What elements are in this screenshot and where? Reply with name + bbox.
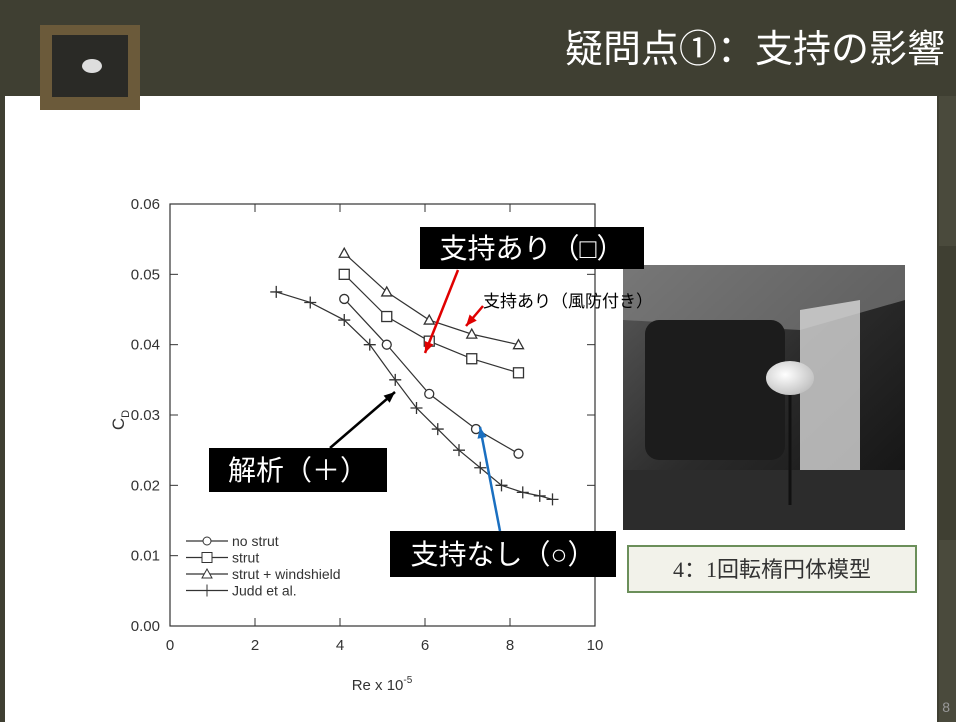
legend-label: strut bbox=[232, 550, 259, 566]
page-number: 8 bbox=[942, 699, 950, 715]
annotation: 支持あり（□） bbox=[440, 233, 625, 265]
thumbnail-model bbox=[82, 59, 102, 73]
annotation: 支持あり（風防付き） bbox=[483, 292, 653, 311]
marker bbox=[382, 340, 391, 349]
x-tick-label: 8 bbox=[506, 637, 514, 654]
slide: 疑問点①：支持の影響 8 4：1回転楕円体模型 0.00 0.01 0.02 0.03… bbox=[0, 0, 956, 722]
photo-wall bbox=[800, 300, 860, 490]
annotation: 解析（＋） bbox=[228, 455, 368, 487]
x-tick-label: 10 bbox=[587, 637, 604, 654]
caption: 4：1回転楕円体模型 bbox=[673, 557, 871, 582]
marker bbox=[467, 354, 477, 364]
y-tick-label: 0.03 bbox=[131, 407, 160, 424]
photo-floor bbox=[623, 470, 905, 530]
marker bbox=[382, 312, 392, 322]
side-bar bbox=[939, 540, 956, 722]
marker bbox=[514, 449, 523, 458]
x-tick-label: 4 bbox=[336, 637, 344, 654]
x-tick-label: 2 bbox=[251, 637, 259, 654]
y-tick-label: 0.06 bbox=[131, 196, 160, 213]
x-tick-label: 0 bbox=[166, 637, 174, 654]
y-tick-label: 0.05 bbox=[131, 266, 160, 283]
x-axis-label-text: Re x 10 bbox=[352, 677, 404, 694]
x-tick-label: 6 bbox=[421, 637, 429, 654]
legend-label: no strut bbox=[232, 533, 279, 549]
y-tick-label: 0.01 bbox=[131, 548, 160, 565]
y-axis-label-text: C bbox=[109, 418, 128, 430]
side-bar bbox=[939, 96, 956, 246]
y-tick-label: 0.04 bbox=[131, 337, 160, 354]
page: 疑問点①：支持の影響 8 4：1回転楕円体模型 0.00 0.01 0.02 0.03… bbox=[0, 0, 956, 722]
x-axis-label-exponent: -5 bbox=[403, 675, 412, 686]
y-tick-label: 0.02 bbox=[131, 477, 160, 494]
marker bbox=[425, 389, 434, 398]
slide-title: 疑問点①：支持の影響 bbox=[565, 29, 945, 71]
marker bbox=[339, 269, 349, 279]
legend-label: Judd et al. bbox=[232, 583, 297, 599]
legend-label: strut + windshield bbox=[232, 566, 341, 582]
y-tick-label: 0.00 bbox=[131, 618, 160, 635]
y-axis-label-subscript: D bbox=[120, 410, 132, 418]
legend-marker bbox=[203, 537, 211, 545]
photo-model bbox=[766, 361, 814, 395]
marker bbox=[340, 294, 349, 303]
legend-marker bbox=[202, 553, 212, 563]
marker bbox=[514, 368, 524, 378]
photo-screen bbox=[645, 320, 785, 460]
annotation: 支持なし（○） bbox=[411, 539, 596, 571]
